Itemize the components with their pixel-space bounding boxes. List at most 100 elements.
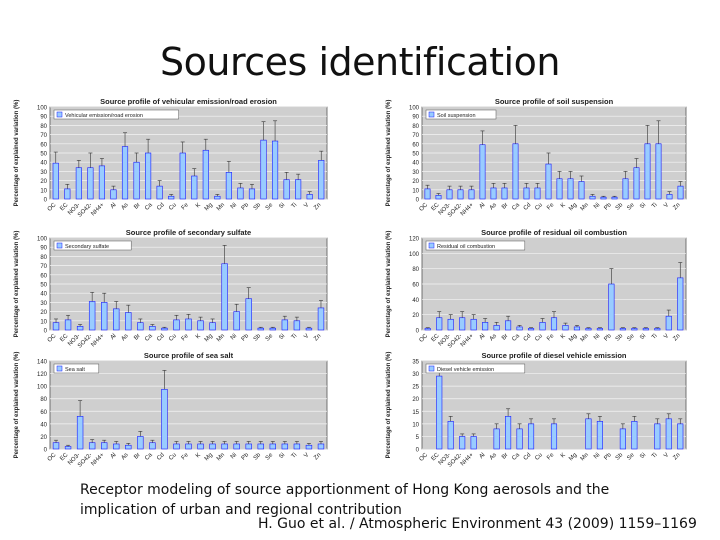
x-tick-label: OC xyxy=(47,202,58,213)
bar xyxy=(556,178,563,200)
bar xyxy=(88,442,96,450)
reference-caption: Receptor modeling of source apportionmen… xyxy=(80,482,610,518)
x-tick-label: OC xyxy=(419,452,430,463)
x-tick-label: Cd xyxy=(156,452,166,462)
x-tick-label: Si xyxy=(639,202,647,210)
legend-label: Diesel vehicle emission xyxy=(437,367,494,373)
bar xyxy=(470,436,477,450)
x-tick-label: Cu xyxy=(534,202,544,212)
chart-panel-secondary-sulfate: Source profile of secondary sulfate 0 10 20… xyxy=(8,226,333,358)
bar xyxy=(505,416,512,450)
bar xyxy=(608,283,615,331)
bar xyxy=(436,317,443,331)
bar xyxy=(631,421,638,450)
x-tick-label: Si xyxy=(278,333,286,341)
x-tick-label: OC xyxy=(419,333,430,344)
bar xyxy=(245,443,252,450)
y-tick-label: 80 xyxy=(40,397,47,403)
x-tick-label: Mg xyxy=(568,202,578,212)
bar xyxy=(589,195,596,200)
bar xyxy=(459,436,466,450)
bar xyxy=(125,312,132,331)
bar xyxy=(317,443,325,450)
y-tick-label: 0 xyxy=(44,198,48,204)
plot-area xyxy=(49,360,328,450)
x-tick-label: Mn xyxy=(580,333,590,343)
y-axis-label: Percentage of explained variation (%) xyxy=(14,100,20,207)
bar xyxy=(87,167,94,200)
x-tick-label: Se xyxy=(626,452,636,462)
x-tick-label: EC xyxy=(430,202,441,213)
legend-box xyxy=(425,363,526,374)
bar xyxy=(493,428,500,450)
bar xyxy=(191,175,198,200)
bar xyxy=(585,328,592,331)
bar xyxy=(52,442,60,450)
x-tick-label: Zn xyxy=(313,202,322,211)
x-tick-label: V xyxy=(663,333,670,340)
x-tick-label: OC xyxy=(47,333,58,344)
x-tick-label: Cd xyxy=(523,452,533,462)
bar xyxy=(283,179,290,200)
x-tick-label: Cd xyxy=(156,202,166,212)
y-tick-label: 0 xyxy=(44,448,48,454)
bar xyxy=(185,443,192,450)
bar xyxy=(622,178,629,200)
bar xyxy=(145,152,152,200)
bar xyxy=(209,443,216,450)
x-tick-label: Br xyxy=(501,452,509,460)
y-tick-label: 20 xyxy=(40,179,47,185)
bar xyxy=(550,317,558,331)
bar xyxy=(113,443,120,450)
bar xyxy=(470,318,477,331)
y-tick-label: 40 xyxy=(40,161,47,167)
y-tick-label: 30 xyxy=(412,170,419,176)
bar xyxy=(281,319,289,331)
x-tick-label: K xyxy=(560,333,567,340)
x-tick-label: K xyxy=(195,333,202,340)
y-tick-label: 10 xyxy=(40,319,47,325)
bar xyxy=(306,194,313,200)
chart-panel-residual-oil: Source profile of residual oil combustio… xyxy=(380,226,692,358)
x-tick-label: EC xyxy=(59,452,70,463)
y-tick-label: 60 xyxy=(412,142,419,148)
x-tick-label: Zn xyxy=(313,452,322,461)
bar xyxy=(281,443,289,450)
y-tick-label: 25 xyxy=(412,385,419,391)
x-tick-label: Al xyxy=(110,202,118,210)
y-axis-label: Percentage of explained variation (%) xyxy=(386,231,392,338)
x-tick-label: Ni xyxy=(230,202,238,210)
bar xyxy=(534,187,541,200)
x-tick-label: Ti xyxy=(651,333,659,341)
bar xyxy=(101,302,108,331)
y-axis-label: Percentage of explained variation (%) xyxy=(386,352,392,459)
y-tick-label: 15 xyxy=(412,410,419,416)
legend-swatch xyxy=(56,365,63,372)
x-tick-label: Ca xyxy=(144,202,154,212)
x-tick-label: Br xyxy=(501,333,509,341)
bar xyxy=(237,187,244,200)
chart-title: Source profile of vehicular emission/roa… xyxy=(100,97,277,106)
legend-swatch xyxy=(428,111,435,118)
chart-soil: Source profile of soil suspension 0 10 20 30… xyxy=(386,97,687,219)
x-tick-label: Ni xyxy=(593,202,601,210)
bar xyxy=(305,327,313,331)
chart-vehicular: Source profile of vehicular emission/roa… xyxy=(14,97,328,219)
legend-box xyxy=(425,240,526,251)
x-tick-label: V xyxy=(303,333,310,340)
chart-residual-oil: Source profile of residual oil combustio… xyxy=(386,228,687,350)
bar xyxy=(75,167,82,200)
bar xyxy=(596,328,603,331)
x-tick-label: Cu xyxy=(168,202,178,212)
x-tick-label: Pb xyxy=(241,333,251,343)
x-tick-label: EC xyxy=(430,452,441,463)
bar xyxy=(479,144,486,200)
y-axis-label: Percentage of explained variation (%) xyxy=(386,100,392,207)
bar xyxy=(76,416,84,450)
y-tick-label: 20 xyxy=(412,179,419,185)
x-tick-label: Mn xyxy=(216,452,226,462)
x-tick-label: Mn xyxy=(580,202,590,212)
y-tick-label: 80 xyxy=(40,255,47,261)
y-axis-label: Percentage of explained variation (%) xyxy=(14,231,20,338)
bar xyxy=(125,444,132,450)
